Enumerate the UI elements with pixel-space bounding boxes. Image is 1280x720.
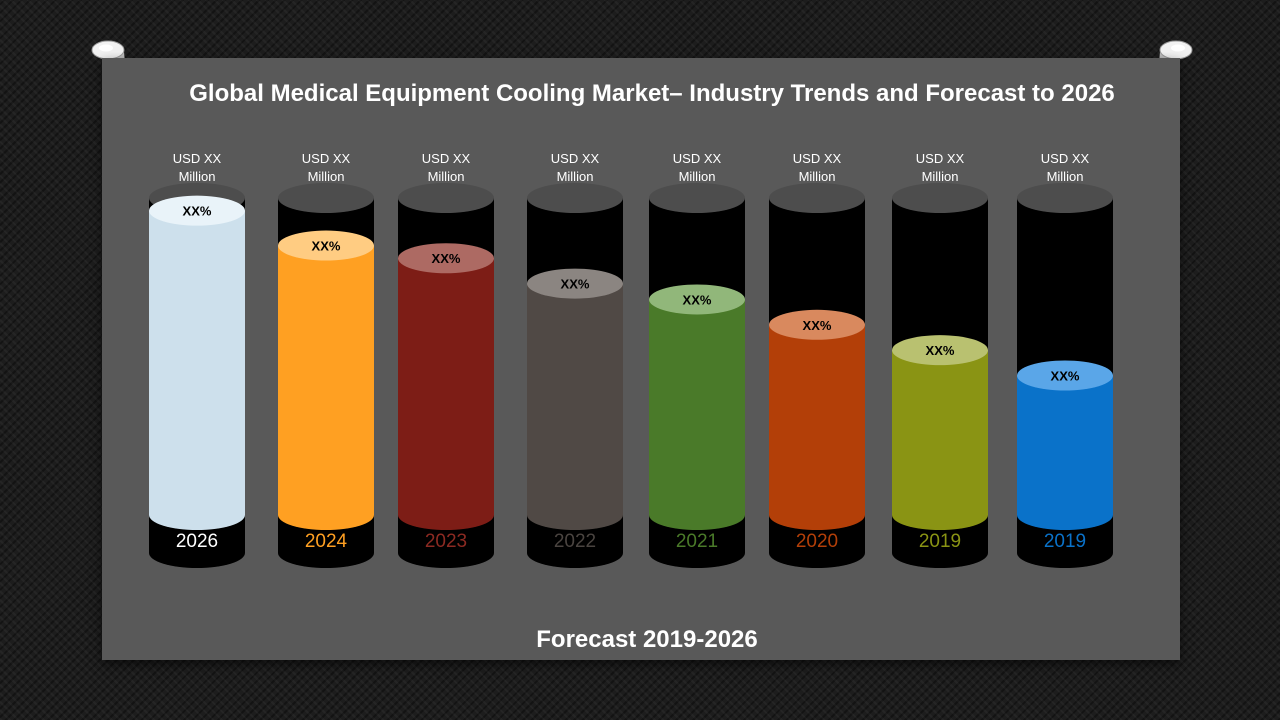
bar-value-label-1: Million <box>308 169 345 184</box>
bar-1: XX% USD XX Million 2024 <box>278 151 374 568</box>
bar-fill-6 <box>892 350 988 530</box>
bar-tube-top-4 <box>649 183 745 213</box>
bar-value-label-1: USD XX <box>302 151 351 166</box>
bar-value-label-0: Million <box>179 169 216 184</box>
bar-fill-2 <box>398 258 494 530</box>
bar-category-label-6: 2019 <box>919 531 961 552</box>
bar-value-label-2: USD XX <box>422 151 471 166</box>
bar-fill-7 <box>1017 375 1113 530</box>
x-axis-label: Forecast 2019-2026 <box>536 626 757 653</box>
bar-category-label-3: 2022 <box>554 531 596 552</box>
bar-percent-label-4: XX% <box>683 292 712 307</box>
bar-cap-2 <box>398 243 494 274</box>
bar-category-label-0: 2026 <box>176 531 218 552</box>
bar-cap-0 <box>149 195 245 226</box>
bar-percent-label-3: XX% <box>561 277 590 292</box>
bar-cap-7 <box>1017 360 1113 391</box>
bar-3: XX% USD XX Million 2022 <box>527 151 623 568</box>
bar-percent-label-0: XX% <box>183 204 212 219</box>
bar-category-label-7: 2019 <box>1044 531 1086 552</box>
bar-4: XX% USD XX Million 2021 <box>649 151 745 568</box>
bar-tube-top-5 <box>769 183 865 213</box>
bar-percent-label-1: XX% <box>312 239 341 254</box>
bar-value-label-6: USD XX <box>916 151 965 166</box>
bar-category-label-4: 2021 <box>676 531 718 552</box>
bar-fill-0 <box>149 210 245 530</box>
bar-percent-label-6: XX% <box>926 343 955 358</box>
bar-value-label-3: USD XX <box>551 151 600 166</box>
bar-fill-3 <box>527 283 623 530</box>
chart-title: Global Medical Equipment Cooling Market–… <box>189 80 1115 107</box>
bar-tube-top-7 <box>1017 183 1113 213</box>
bar-value-label-0: USD XX <box>173 151 222 166</box>
bar-tube-top-6 <box>892 183 988 213</box>
bar-percent-label-2: XX% <box>432 251 461 266</box>
bar-cap-1 <box>278 230 374 261</box>
bar-category-label-5: 2020 <box>796 531 838 552</box>
bar-value-label-4: USD XX <box>673 151 722 166</box>
bar-tube-top-2 <box>398 183 494 213</box>
bar-category-label-2: 2023 <box>425 531 467 552</box>
bar-cap-6 <box>892 335 988 366</box>
bar-value-label-7: USD XX <box>1041 151 1090 166</box>
bar-2: XX% USD XX Million 2023 <box>398 151 494 568</box>
bar-value-label-3: Million <box>557 169 594 184</box>
bar-fill-5 <box>769 324 865 530</box>
bar-percent-label-5: XX% <box>803 318 832 333</box>
bar-fill-1 <box>278 245 374 531</box>
bar-value-label-7: Million <box>1047 169 1084 184</box>
bar-7: XX% USD XX Million 2019 <box>1017 151 1113 568</box>
bar-tube-top-1 <box>278 183 374 213</box>
bar-category-label-1: 2024 <box>305 531 348 552</box>
bar-5: XX% USD XX Million 2020 <box>769 151 865 568</box>
bar-cap-5 <box>769 309 865 340</box>
bar-cap-4 <box>649 284 745 315</box>
bar-fill-4 <box>649 299 745 530</box>
bar-value-label-4: Million <box>679 169 716 184</box>
bar-tube-top-3 <box>527 183 623 213</box>
bar-6: XX% USD XX Million 2019 <box>892 151 988 568</box>
bar-value-label-5: Million <box>799 169 836 184</box>
bar-0: XX% USD XX Million 2026 <box>149 151 245 568</box>
bar-value-label-6: Million <box>922 169 959 184</box>
bars-group: XX% USD XX Million 2026 XX% USD XX Million 2024… <box>149 151 1113 568</box>
bar-cap-3 <box>527 268 623 299</box>
bar-value-label-2: Million <box>428 169 465 184</box>
bar-percent-label-7: XX% <box>1051 369 1080 384</box>
bar-value-label-5: USD XX <box>793 151 842 166</box>
